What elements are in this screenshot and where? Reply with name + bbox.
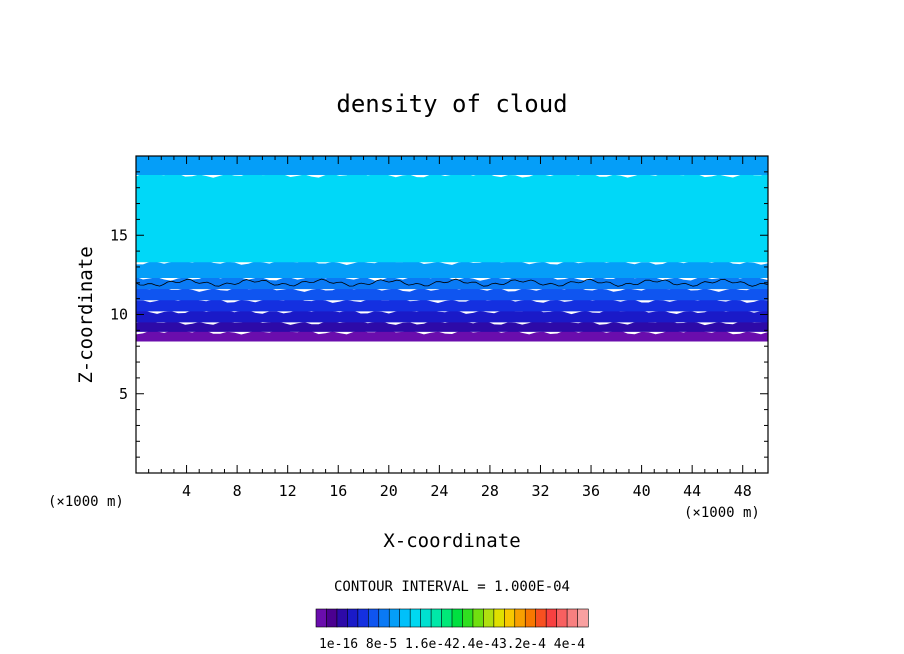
band-3 xyxy=(136,308,768,323)
x-tick-label: 28 xyxy=(481,482,499,500)
band-4 xyxy=(136,297,768,312)
colorbar-swatch xyxy=(326,608,338,628)
band-7 xyxy=(136,259,768,279)
chart-title: density of cloud xyxy=(336,90,567,118)
band-8 xyxy=(136,172,768,263)
colorbar-swatch xyxy=(430,608,443,628)
colorbar-swatch xyxy=(483,608,495,628)
x-axis-label: X-coordinate xyxy=(383,530,520,552)
x-tick-label: 36 xyxy=(582,482,600,500)
x-unit-label-left: (×1000 m) xyxy=(48,494,124,510)
colorbar-swatch xyxy=(420,608,432,628)
colorbar-swatch xyxy=(388,608,401,628)
x-tick-label: 8 xyxy=(233,482,242,500)
colorbar-swatch xyxy=(556,608,568,628)
colorbar-swatch xyxy=(462,608,474,628)
x-unit-label-right: (×1000 m) xyxy=(684,505,760,521)
x-tick-label: 40 xyxy=(633,482,651,500)
colorbar-swatch xyxy=(566,608,579,628)
colorbar-swatch xyxy=(441,608,453,628)
band-2 xyxy=(136,319,768,332)
colorbar xyxy=(315,608,589,628)
contour-line xyxy=(135,278,769,287)
colorbar-swatch xyxy=(493,608,505,628)
colorbar-swatch xyxy=(347,608,359,628)
band-5 xyxy=(136,286,768,301)
x-tick-label: 32 xyxy=(531,482,549,500)
x-tick-label: 20 xyxy=(380,482,398,500)
colorbar-swatch xyxy=(504,608,516,628)
colorbar-swatch xyxy=(336,608,348,628)
colorbar-swatch xyxy=(357,608,369,628)
contour-interval-text: CONTOUR INTERVAL = 1.000E-04 xyxy=(334,579,570,595)
colorbar-swatch xyxy=(315,608,328,628)
colorbar-swatch xyxy=(451,608,464,628)
x-tick-label: 48 xyxy=(734,482,752,500)
y-tick-label: 5 xyxy=(119,385,128,403)
y-tick-label: 10 xyxy=(110,306,128,324)
x-tick-label: 12 xyxy=(279,482,297,500)
colorbar-swatch xyxy=(535,608,547,628)
x-tick-label: 44 xyxy=(683,482,701,500)
colorbar-swatch xyxy=(399,608,411,628)
band-1 xyxy=(136,329,768,342)
colorbar-swatch xyxy=(524,608,537,628)
x-tick-label: 16 xyxy=(329,482,347,500)
y-tick-label: 15 xyxy=(110,226,128,244)
y-axis-label: Z-coordinate xyxy=(75,246,97,383)
band-9 xyxy=(136,156,768,176)
colorbar-swatch xyxy=(378,608,390,628)
colorbar-labels: 1e-16 8e-5 1.6e-42.4e-43.2e-4 4e-4 xyxy=(319,637,585,652)
colorbar-swatch xyxy=(514,608,526,628)
x-tick-label: 24 xyxy=(430,482,448,500)
colorbar-swatch xyxy=(368,608,380,628)
colorbar-swatch xyxy=(577,608,589,628)
colorbar-swatch xyxy=(409,608,422,628)
x-tick-label: 4 xyxy=(182,482,191,500)
colorbar-swatch xyxy=(472,608,484,628)
colorbar-swatch xyxy=(545,608,558,628)
band-0 xyxy=(136,341,768,473)
